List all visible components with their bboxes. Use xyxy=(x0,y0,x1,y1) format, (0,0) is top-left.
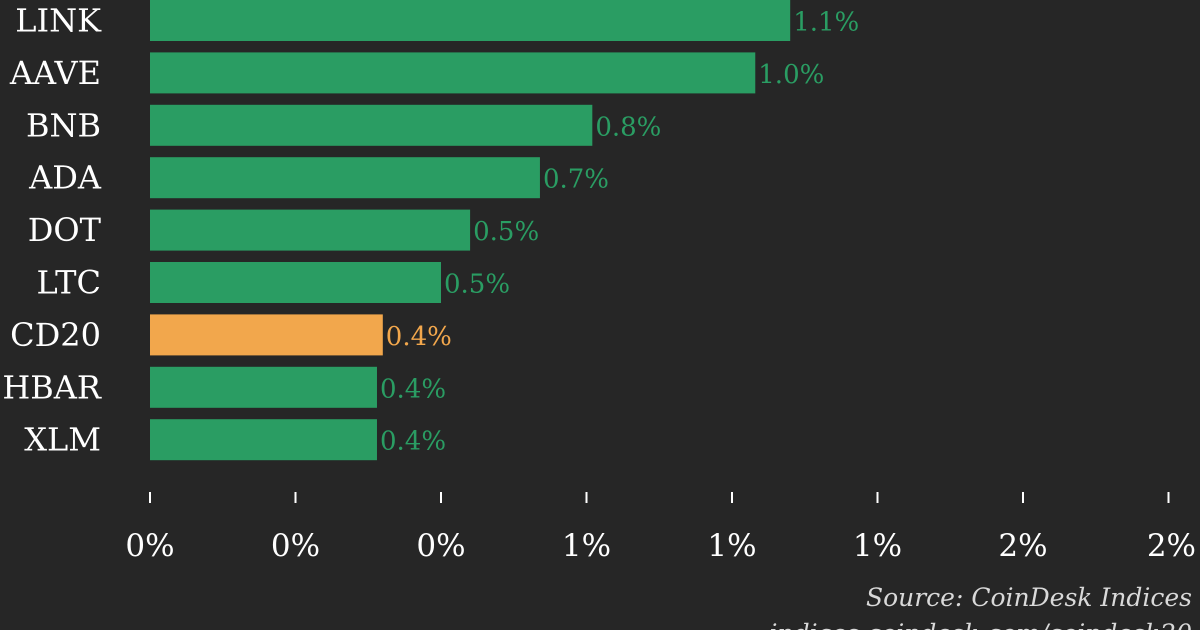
value-label-ada: 0.7% xyxy=(543,165,609,195)
value-label-dot: 0.5% xyxy=(473,217,539,247)
category-label-hbar: HBAR xyxy=(2,368,102,406)
bar-hbar xyxy=(150,366,377,408)
value-labels: 1.1%1.0%0.8%0.7%0.5%0.5%0.4%0.4%0.4% xyxy=(380,8,859,457)
x-tick-label: 1% xyxy=(562,528,611,564)
category-label-xlm: XLM xyxy=(24,421,101,459)
value-label-bnb: 0.8% xyxy=(595,112,661,142)
value-label-hbar: 0.4% xyxy=(380,374,446,404)
bar-ada xyxy=(150,157,540,199)
bar-cd20 xyxy=(150,314,383,356)
category-label-ltc: LTC xyxy=(37,264,101,302)
x-tick-label: 2% xyxy=(998,528,1047,564)
bar-bnb xyxy=(150,104,593,146)
source-line-1: Source: CoinDesk Indices xyxy=(866,583,1192,612)
category-label-cd20: CD20 xyxy=(10,316,101,354)
bar-dot xyxy=(150,209,471,251)
value-label-cd20: 0.4% xyxy=(386,322,452,352)
bars-layer xyxy=(150,0,791,461)
value-label-aave: 1.0% xyxy=(758,60,824,90)
bar-ltc xyxy=(150,262,441,303)
bar-link xyxy=(150,0,791,41)
x-axis: 0% 0% 0% 1% 1% 1% 2% 2% xyxy=(125,492,1196,564)
bar-xlm xyxy=(150,419,377,461)
category-label-aave: AAVE xyxy=(9,54,101,92)
category-label-link: LINK xyxy=(15,2,102,40)
value-label-link: 1.1% xyxy=(793,8,859,38)
x-tick-label: 1% xyxy=(853,528,902,564)
category-label-bnb: BNB xyxy=(26,106,101,144)
x-tick-label: 0% xyxy=(271,528,320,564)
x-tick-label: 0% xyxy=(125,528,174,564)
x-tick-label: 1% xyxy=(707,528,756,564)
x-tick-label: 0% xyxy=(416,528,465,564)
value-label-xlm: 0.4% xyxy=(380,427,446,457)
category-label-dot: DOT xyxy=(28,211,102,249)
category-labels: LINK AAVE BNB ADA DOT LTC CD20 HBAR XLM xyxy=(2,2,102,459)
category-label-ada: ADA xyxy=(28,159,102,197)
bar-aave xyxy=(150,52,756,94)
x-tick-label: 2% xyxy=(1147,528,1196,564)
value-label-ltc: 0.5% xyxy=(444,270,510,300)
source-line-2: indices.coindesk.com/coindesk20 xyxy=(770,619,1193,630)
